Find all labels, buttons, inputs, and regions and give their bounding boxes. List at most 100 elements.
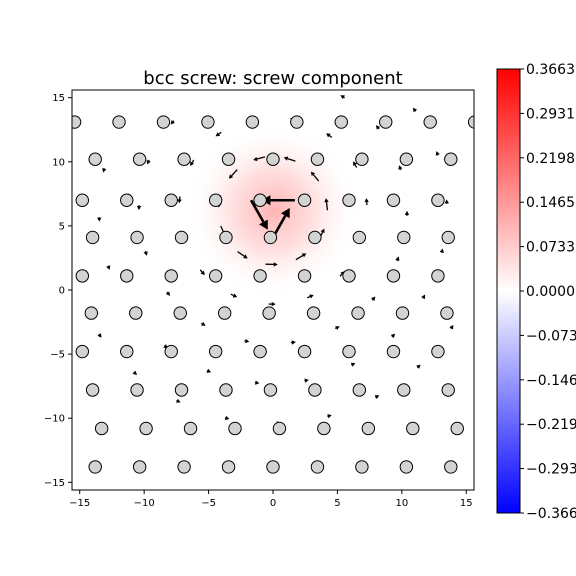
atom bbox=[174, 383, 189, 397]
atom bbox=[221, 152, 236, 166]
colorbar-tick-label: −0.2931 bbox=[526, 462, 576, 478]
colorbar-tick-label: −0.1465 bbox=[526, 373, 576, 389]
x-axis: −15 −10 −5 0 5 10 15 bbox=[69, 490, 473, 509]
atom bbox=[342, 193, 356, 207]
x-tick-label: 0 bbox=[270, 498, 276, 509]
small-arrow bbox=[106, 265, 111, 270]
atom bbox=[308, 230, 322, 245]
atom bbox=[130, 230, 144, 245]
colorbar-tick-label: −0.2198 bbox=[526, 417, 576, 433]
x-tick-label: −5 bbox=[201, 498, 216, 509]
atom bbox=[399, 152, 414, 166]
atom bbox=[441, 230, 455, 245]
small-arrow bbox=[146, 159, 151, 165]
atom bbox=[253, 193, 267, 207]
atom bbox=[253, 344, 267, 359]
atom bbox=[219, 230, 233, 245]
small-arrow bbox=[199, 269, 205, 276]
small-arrow bbox=[224, 415, 230, 421]
small-arrow bbox=[350, 362, 356, 367]
atom bbox=[297, 193, 312, 207]
atom bbox=[440, 306, 454, 320]
small-arrow bbox=[206, 368, 212, 373]
small-arrow bbox=[228, 169, 238, 179]
atom bbox=[120, 193, 134, 207]
atom bbox=[228, 421, 242, 436]
atom bbox=[130, 383, 144, 397]
colorbar-tick-label: 0.3663 bbox=[526, 62, 575, 78]
atom bbox=[266, 152, 280, 166]
small-arrow bbox=[268, 301, 276, 307]
atom bbox=[201, 115, 215, 129]
atom bbox=[352, 383, 367, 397]
atom bbox=[352, 230, 367, 245]
small-arrow bbox=[230, 293, 238, 298]
small-arrow bbox=[97, 217, 102, 222]
atom bbox=[85, 383, 100, 397]
small-arrow bbox=[395, 256, 400, 262]
atom bbox=[386, 344, 401, 359]
atom bbox=[177, 460, 191, 474]
atom bbox=[72, 115, 82, 129]
colorbar-tick-label: 0.1465 bbox=[526, 195, 575, 211]
small-arrow bbox=[439, 248, 444, 253]
small-arrow bbox=[244, 338, 250, 344]
small-arrow bbox=[254, 380, 260, 385]
small-arrow bbox=[132, 370, 138, 375]
atom bbox=[342, 269, 356, 283]
atom bbox=[112, 115, 126, 129]
small-arrow bbox=[374, 395, 380, 400]
y-tick-label: 10 bbox=[52, 157, 65, 168]
atom bbox=[208, 269, 223, 283]
atom bbox=[406, 421, 420, 436]
atom bbox=[253, 269, 267, 283]
large-arrow-1 bbox=[249, 199, 268, 230]
atom bbox=[262, 306, 276, 320]
colorbar-gradient-bar bbox=[496, 68, 521, 514]
atom bbox=[355, 152, 369, 166]
atom bbox=[132, 152, 147, 166]
y-tick-label: −15 bbox=[44, 478, 65, 489]
atom bbox=[444, 152, 458, 166]
atom bbox=[431, 344, 445, 359]
y-axis: −15 −10 −5 0 5 10 15 bbox=[44, 93, 72, 489]
atom bbox=[177, 152, 191, 166]
atom bbox=[290, 115, 304, 129]
atom bbox=[120, 344, 134, 359]
atom bbox=[272, 421, 287, 436]
small-arrow bbox=[310, 171, 320, 182]
plot-area: −15 −10 −5 0 5 10 15 −15 −10 −5 0 5 10 15 bbox=[44, 89, 497, 509]
chart-title: bcc screw: screw component bbox=[143, 68, 402, 89]
small-arrow bbox=[136, 205, 142, 211]
atom bbox=[297, 344, 312, 359]
colorbar-tick-label: −0.3663 bbox=[526, 506, 576, 522]
atom bbox=[164, 344, 178, 359]
small-arrow bbox=[435, 151, 440, 156]
small-arrow bbox=[375, 125, 381, 130]
atom bbox=[85, 230, 100, 245]
atom bbox=[75, 344, 90, 359]
atom bbox=[245, 115, 260, 129]
atom bbox=[129, 306, 143, 320]
atom bbox=[386, 193, 401, 207]
atom bbox=[263, 383, 278, 397]
small-arrow bbox=[170, 120, 175, 125]
atom bbox=[75, 269, 90, 283]
atom bbox=[217, 306, 232, 320]
small-arrow bbox=[290, 340, 296, 345]
atom bbox=[476, 345, 488, 357]
x-tick-label: 5 bbox=[334, 498, 340, 509]
small-arrow bbox=[201, 321, 206, 326]
atom bbox=[297, 269, 312, 283]
atom-layer bbox=[72, 115, 497, 474]
atom bbox=[485, 307, 497, 319]
small-arrow bbox=[143, 250, 148, 256]
atom bbox=[397, 383, 411, 397]
small-arrow bbox=[324, 198, 329, 211]
y-tick-label: 5 bbox=[59, 221, 65, 232]
small-arrow bbox=[253, 156, 266, 162]
atom bbox=[431, 269, 445, 283]
atom bbox=[306, 306, 321, 320]
colorbar-tick-label: −0.0733 bbox=[526, 328, 576, 344]
atom bbox=[164, 269, 178, 283]
